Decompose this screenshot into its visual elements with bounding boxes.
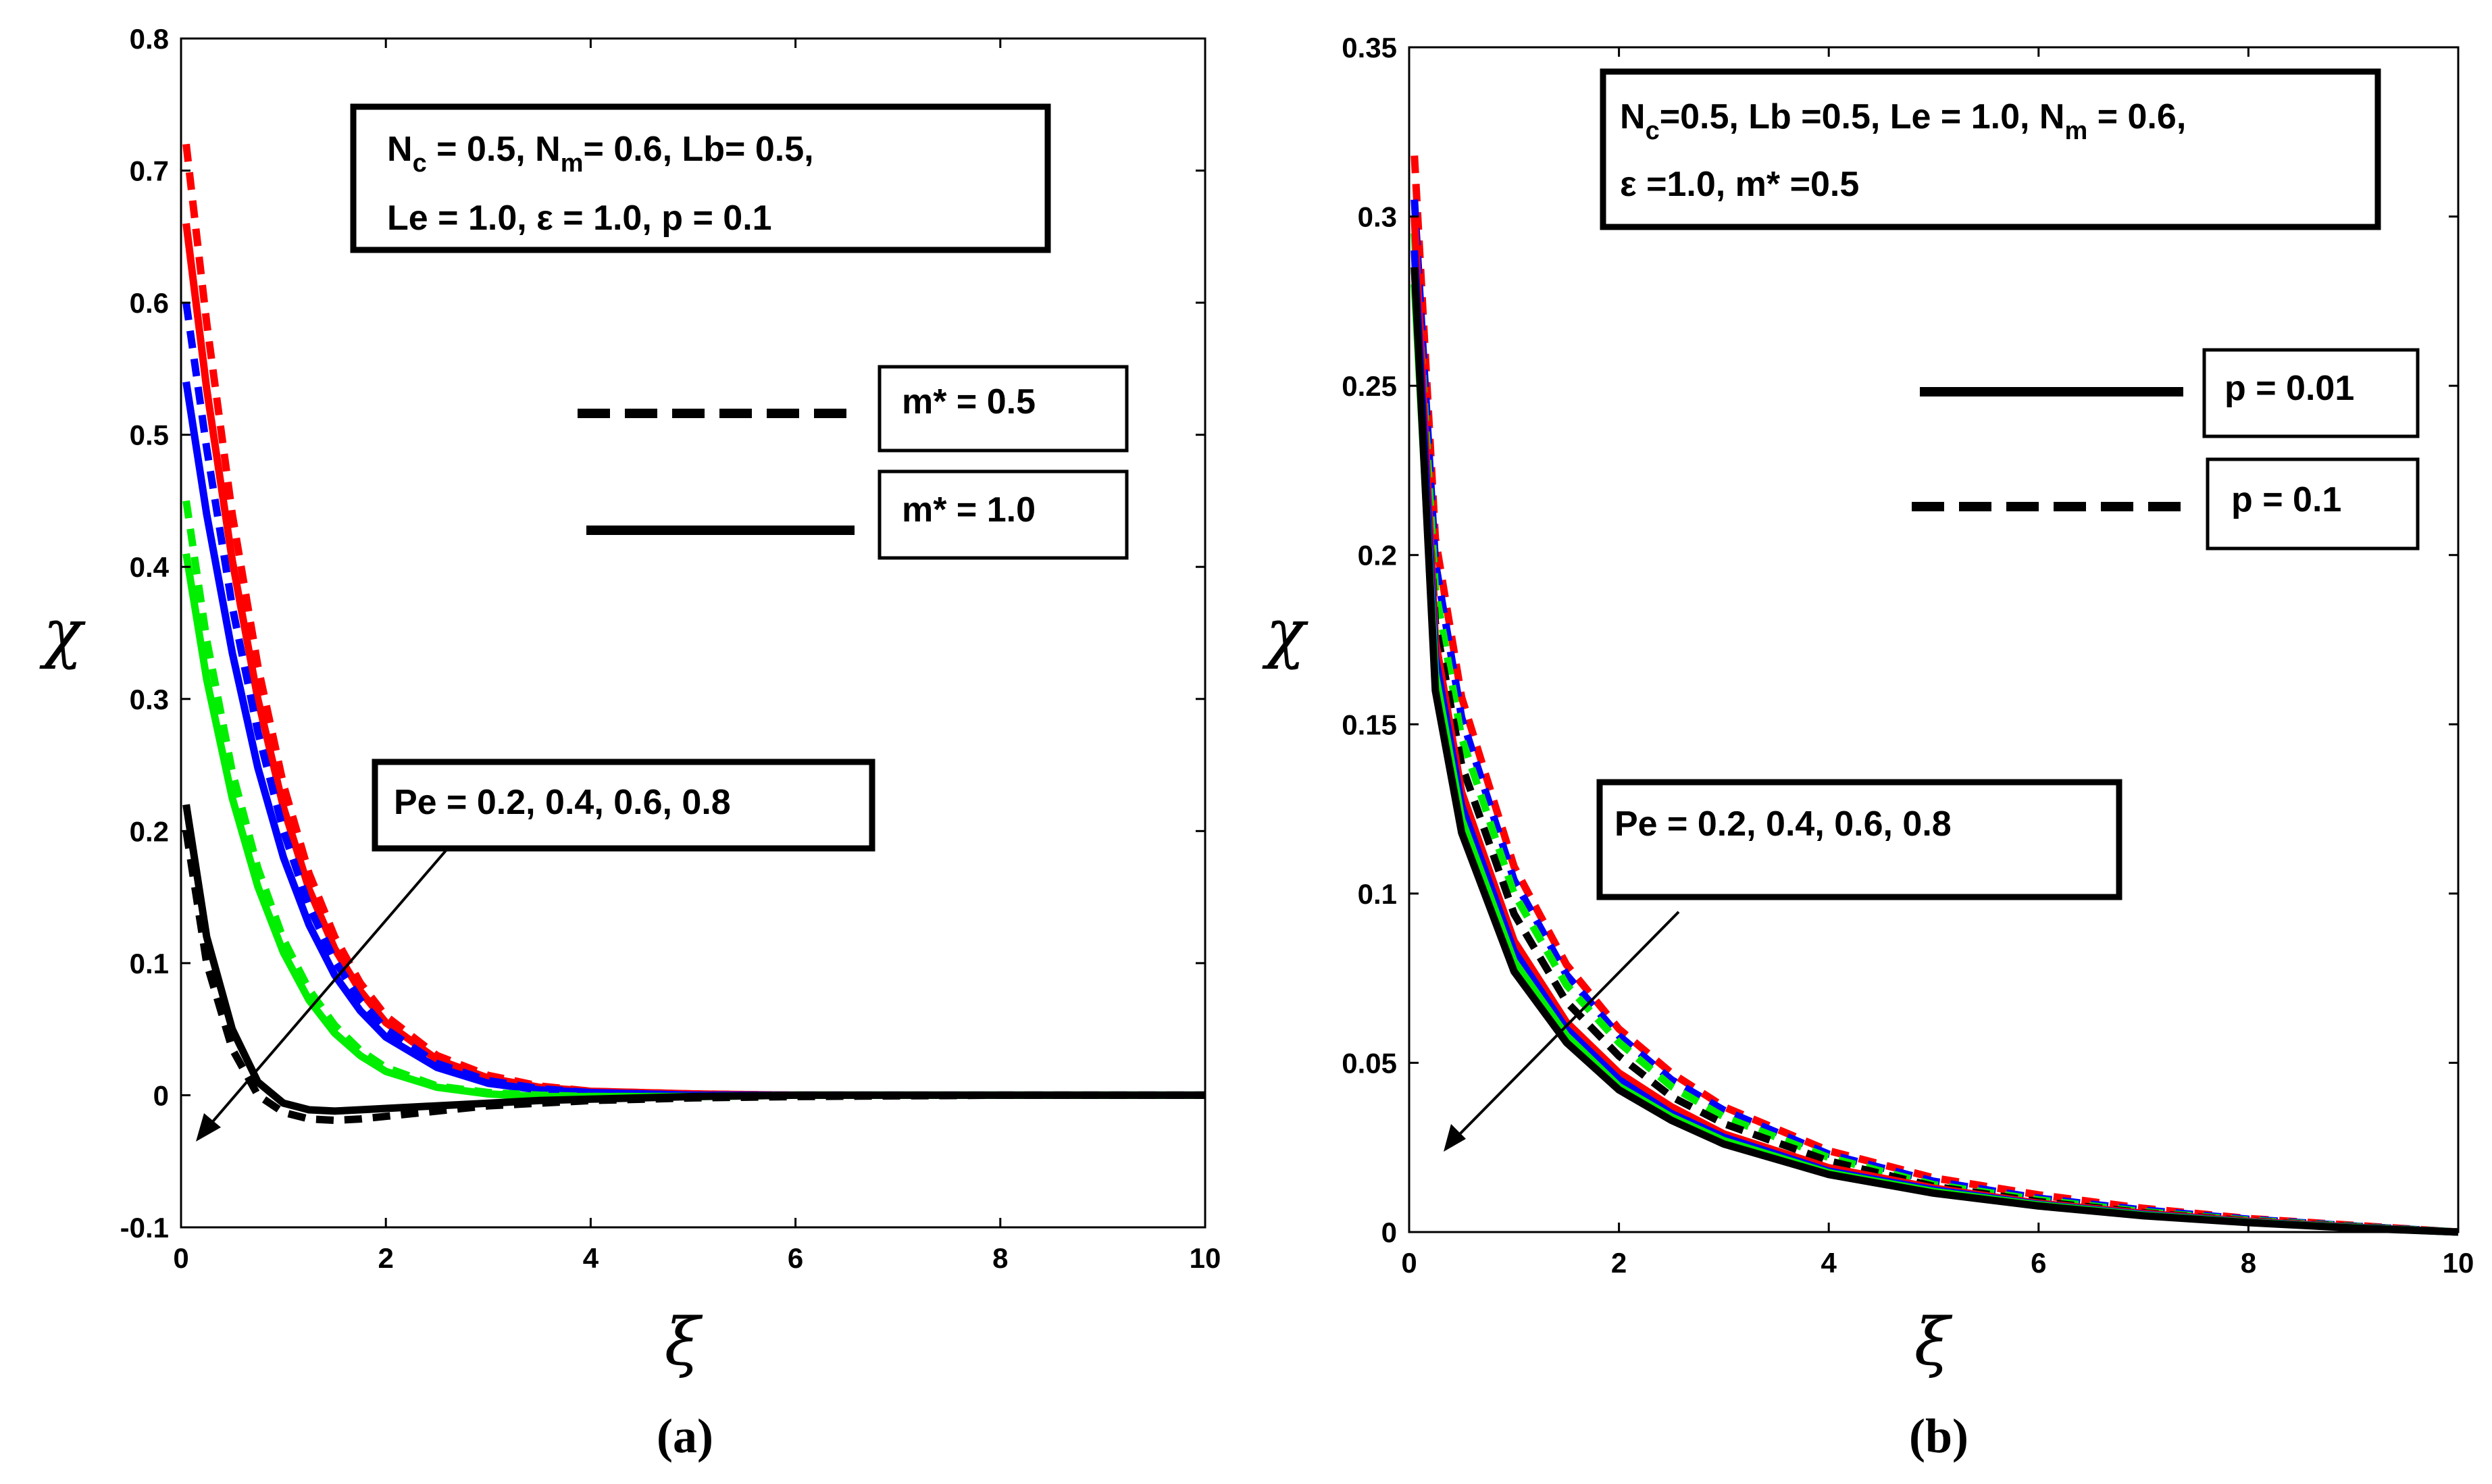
x-tick-label: 8 (2241, 1247, 2256, 1279)
y-tick-label: 0.15 (1342, 709, 1397, 740)
panel-b-arrow-head-icon (1444, 1124, 1466, 1152)
y-tick-label: -0.1 (120, 1212, 169, 1244)
panel-b-x-axis-label: ξ (1914, 1304, 1953, 1380)
panel-b-pe-label: Pe = 0.2, 0.4, 0.6, 0.8 (1614, 804, 1952, 844)
y-tick-label: 0.2 (130, 815, 169, 847)
legend-label-p-0-1: p = 0.1 (2231, 480, 2341, 519)
legend-box-p-0-01 (2202, 348, 2420, 438)
x-tick-label: 2 (378, 1242, 394, 1274)
y-tick-label: 0.1 (1358, 878, 1397, 910)
panel-a-curves (182, 143, 1205, 1125)
panel-a-arrow-head-icon (196, 1113, 221, 1142)
panel-b-params-box (1600, 68, 2381, 230)
legend-label-p-0-01: p = 0.01 (2224, 369, 2354, 408)
panel-b-y-axis-label: χ (1262, 595, 1308, 671)
legend-box-p-0-1 (2206, 457, 2420, 551)
panel-a-legend: m* = 0.5 m* = 1.0 (578, 365, 1129, 560)
y-tick-label: 0.5 (130, 419, 169, 451)
legend-box-m-1-0 (878, 469, 1129, 560)
x-tick-label: 0 (173, 1242, 188, 1274)
x-tick-label: 2 (1611, 1247, 1627, 1279)
panel-a-y-axis-label: χ (39, 595, 86, 671)
y-tick-label: 0.8 (130, 23, 169, 55)
panel-a-y-ticks: -0.1 0 0.1 0.2 0.3 0.4 0.5 0.6 0.7 0.8 (120, 23, 1205, 1244)
y-tick-label: 0.1 (130, 948, 169, 979)
panel-a-pe-arrow (205, 848, 449, 1131)
panel-b-plot-frame (1408, 46, 2460, 1233)
panel-a-plot-frame (180, 37, 1206, 1229)
x-tick-label: 6 (788, 1242, 803, 1274)
panel-a: 0 2 4 6 8 10 -0.100.10.20.30.40.50.60.70.8 χ … (39, 23, 1221, 1463)
x-tick-label: 0 (1401, 1247, 1417, 1279)
panel-b-series-7-solid (1410, 267, 2459, 1236)
y-tick-label: 0.35 (1342, 32, 1397, 63)
panel-b: 0 2 4 6 8 10 0 0.05 0.1 0.15 0.2 0.25 0.3 0.35 χ ξ (… (1262, 32, 2474, 1463)
panel-a-series-7-solid (182, 804, 1205, 1115)
y-tick-label: 0.7 (130, 155, 169, 187)
x-tick-label: 4 (1821, 1247, 1837, 1279)
y-tick-label: 0.2 (1358, 540, 1397, 571)
panel-a-pe-label: Pe = 0.2, 0.4, 0.6, 0.8 (394, 783, 731, 822)
legend-label-m-0-5: m* = 0.5 (902, 382, 1036, 421)
y-tick-label: 0.3 (1358, 201, 1397, 233)
y-tick-label: 0 (153, 1079, 169, 1111)
x-tick-label: 10 (1190, 1242, 1221, 1274)
panel-a-x-ticks: 0 2 4 6 8 10 (173, 39, 1221, 1274)
y-tick-label: 0.4 (130, 551, 170, 583)
x-tick-label: 4 (583, 1242, 599, 1274)
y-tick-label: 0.25 (1342, 370, 1397, 402)
legend-label-m-1-0: m* = 1.0 (902, 490, 1036, 530)
panel-b-y-ticks: 0 0.05 0.1 0.15 0.2 0.25 0.3 0.35 (1342, 32, 2458, 1248)
panel-a-series-4-dashed (182, 500, 1205, 1100)
panel-b-x-ticks: 0 2 4 6 8 10 (1401, 47, 2474, 1279)
x-tick-label: 8 (992, 1242, 1008, 1274)
legend-box-m-0-5 (878, 365, 1129, 453)
x-tick-label: 10 (2443, 1247, 2474, 1279)
panel-b-series-0-dashed (1410, 155, 2459, 1236)
panel-b-pe-box (1596, 779, 2122, 900)
y-tick-label: 0.05 (1342, 1047, 1397, 1079)
panel-a-x-axis-label: ξ (665, 1304, 703, 1380)
panel-b-pe-arrow (1452, 911, 1680, 1142)
panel-a-pe-box (372, 759, 875, 852)
y-tick-label: 0.6 (130, 287, 169, 319)
panel-b-curves (1410, 155, 2459, 1236)
panel-b-legend: p = 0.01 p = 0.1 (1912, 348, 2420, 551)
panel-a-params-box (350, 103, 1051, 253)
y-tick-label: 0 (1381, 1217, 1397, 1248)
panel-b-params-line-2: ε =1.0, m* =0.5 (1620, 165, 1859, 204)
x-tick-label: 6 (2031, 1247, 2046, 1279)
panel-b-caption: (b) (1909, 1409, 1968, 1463)
panel-a-params-line-2: Le = 1.0, ε = 1.0, p = 0.1 (387, 199, 772, 238)
y-tick-label: 0.3 (130, 684, 169, 715)
panel-a-caption: (a) (657, 1409, 713, 1463)
